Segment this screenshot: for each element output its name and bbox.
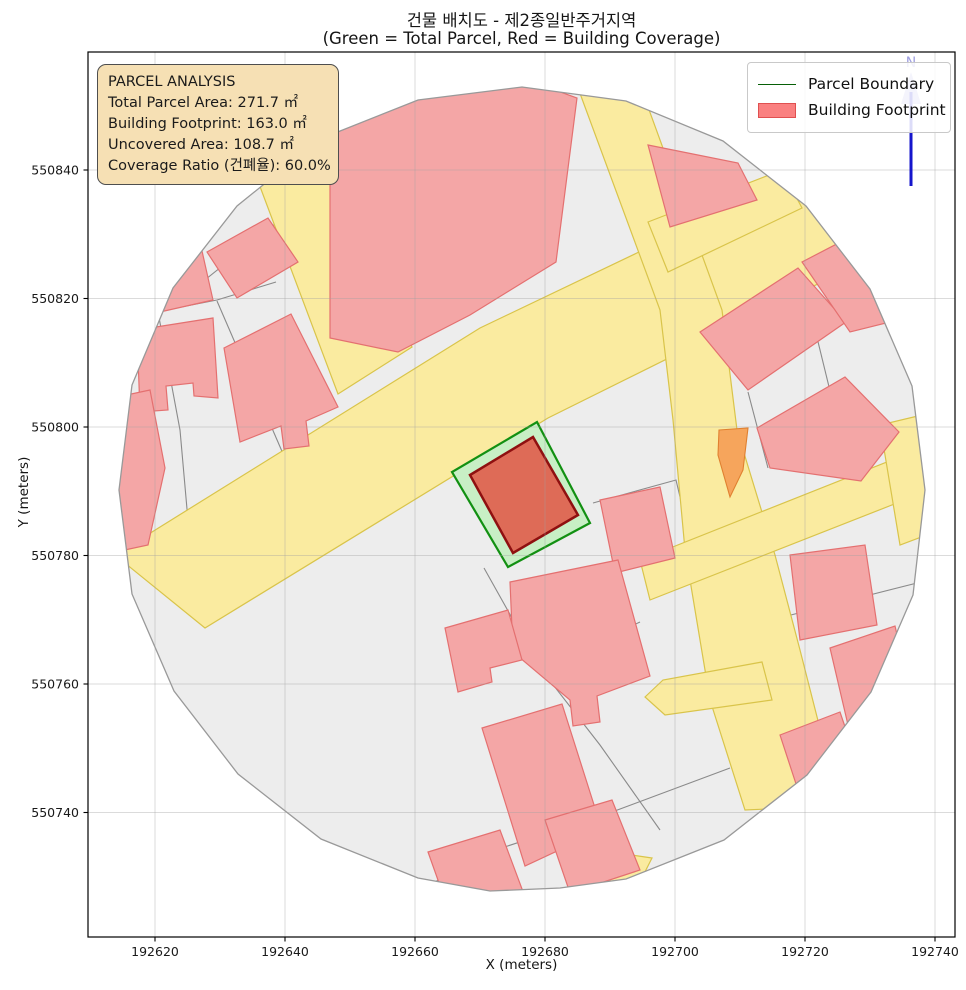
building-polygon <box>509 559 651 727</box>
road-polygon <box>639 451 925 601</box>
building-polygon <box>444 609 523 693</box>
x-tick-label: 192740 <box>911 944 959 959</box>
x-tick-label: 192700 <box>651 944 699 959</box>
y-tick-label: 550840 <box>31 163 79 178</box>
y-tick-label: 550800 <box>31 420 79 435</box>
info-line-total-area: Total Parcel Area: 271.7 ㎡ <box>108 95 299 111</box>
legend-label: Parcel Boundary <box>808 75 935 93</box>
building-polygon <box>599 486 676 574</box>
orange-building-polygon <box>717 427 749 499</box>
building-polygon <box>329 87 578 353</box>
building-polygon <box>544 799 641 891</box>
axes-spines <box>87 51 956 938</box>
building-polygon <box>223 313 339 450</box>
y-axis-label: Y (meters) <box>16 456 32 528</box>
info-line-title: PARCEL ANALYSIS <box>108 74 236 90</box>
building-polygon <box>647 144 758 228</box>
building-polygon <box>756 376 900 482</box>
x-tick-label: 192720 <box>781 944 829 959</box>
chart-subtitle: (Green = Total Parcel, Red = Building Co… <box>322 29 721 48</box>
building-footprint-patch-swatch <box>758 102 796 118</box>
y-tick-label: 550780 <box>31 548 79 563</box>
parcel-boundary-line-swatch <box>758 83 796 85</box>
road-polygon <box>879 414 925 546</box>
parcel-area-outline <box>118 86 926 892</box>
info-line-coverage: Coverage Ratio (건폐율): 60.0% <box>108 158 331 174</box>
x-tick-label: 192640 <box>261 944 309 959</box>
legend: Parcel Boundary Building Footprint <box>747 62 951 133</box>
x-tick-label: 192620 <box>131 944 179 959</box>
road-polygon <box>644 661 773 716</box>
legend-item-building-footprint: Building Footprint <box>758 97 946 123</box>
parcel-analysis-box: PARCEL ANALYSIS Total Parcel Area: 271.7… <box>97 64 339 185</box>
orange-building-polygon <box>612 918 635 937</box>
legend-label: Building Footprint <box>808 101 946 119</box>
building-polygon <box>789 544 878 641</box>
x-tick-label: 192680 <box>521 944 569 959</box>
x-tick-label: 192660 <box>391 944 439 959</box>
highlight-building-footprint <box>468 435 580 555</box>
y-tick-label: 550740 <box>31 805 79 820</box>
legend-item-parcel-boundary: Parcel Boundary <box>758 71 940 97</box>
info-line-footprint: Building Footprint: 163.0 ㎡ <box>108 116 307 132</box>
building-polygon <box>206 217 299 299</box>
info-line-uncovered: Uncovered Area: 108.7 ㎡ <box>108 137 295 153</box>
x-axis-label: X (meters) <box>485 957 558 973</box>
y-tick-label: 550820 <box>31 291 79 306</box>
y-tick-label: 550760 <box>31 677 79 692</box>
building-polygon <box>427 829 529 891</box>
map-layers <box>119 87 925 937</box>
chart-title: 건물 배치도 - 제2종일반주거지역 <box>406 11 637 30</box>
